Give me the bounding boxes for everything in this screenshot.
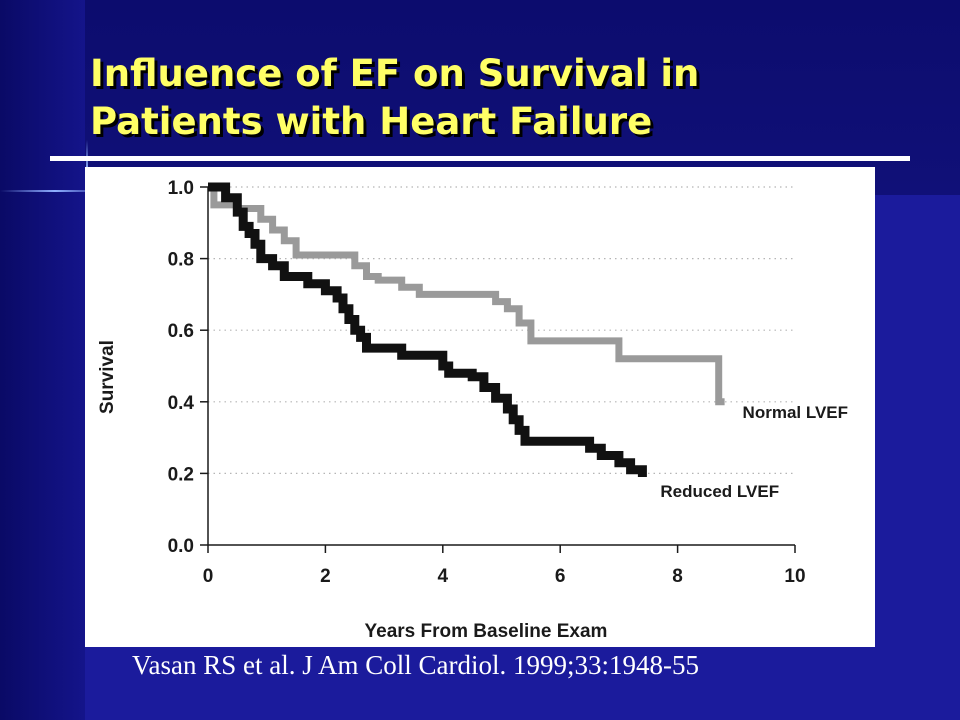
title-underline bbox=[50, 156, 910, 161]
citation: Vasan RS et al. J Am Coll Cardiol. 1999;… bbox=[132, 650, 699, 680]
series-line-reduced-lvef bbox=[208, 182, 647, 477]
x-tick-label: 4 bbox=[438, 566, 449, 587]
y-tick-label: 0.4 bbox=[168, 393, 195, 414]
axes bbox=[207, 187, 795, 546]
header-band bbox=[0, 0, 960, 195]
grid bbox=[208, 186, 795, 474]
slide-title-line-1: Influence of EF on Survival in bbox=[90, 52, 700, 95]
x-tick-label: 10 bbox=[784, 566, 805, 587]
survival-chart: 0.0 0.2 0.4 0.6 0.8 1.0 0 2 4 6 8 10 Normal LVEF Red… bbox=[97, 178, 848, 642]
series-label-reduced-lvef: Reduced LVEF bbox=[660, 482, 779, 501]
x-axis-label: Years From Baseline Exam bbox=[365, 621, 608, 642]
y-tick-label: 0.2 bbox=[168, 464, 194, 485]
y-tick-label: 0.0 bbox=[168, 536, 194, 557]
slide-title: Influence of EF on Survival in Patients … bbox=[90, 50, 910, 146]
left-band bbox=[0, 0, 85, 720]
ticks: 0.0 0.2 0.4 0.6 0.8 1.0 0 2 4 6 8 10 bbox=[168, 178, 806, 587]
y-tick-label: 1.0 bbox=[168, 178, 194, 199]
chart-panel: 0.0 0.2 0.4 0.6 0.8 1.0 0 2 4 6 8 10 Normal LVEF Red… bbox=[85, 167, 875, 647]
x-tick-label: 6 bbox=[555, 566, 566, 587]
x-tick-label: 0 bbox=[203, 566, 214, 587]
y-axis-label: Survival bbox=[97, 340, 118, 414]
series-label-normal-lvef: Normal LVEF bbox=[743, 403, 848, 422]
slide-title-line-2: Patients with Heart Failure bbox=[90, 100, 653, 143]
y-tick-label: 0.6 bbox=[168, 321, 194, 342]
series-labels: Normal LVEF Reduced LVEF bbox=[660, 403, 848, 501]
x-tick-label: 8 bbox=[672, 566, 683, 587]
series bbox=[208, 182, 725, 477]
series-line-normal-lvef bbox=[208, 183, 725, 406]
accent-line-horizontal bbox=[0, 190, 110, 192]
x-tick-label: 2 bbox=[320, 566, 331, 587]
y-tick-label: 0.8 bbox=[168, 250, 194, 271]
